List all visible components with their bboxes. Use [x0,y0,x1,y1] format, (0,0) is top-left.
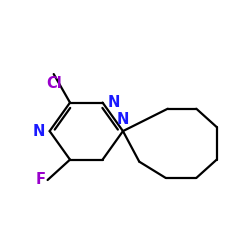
Text: N: N [117,112,129,127]
Text: Cl: Cl [46,76,62,91]
Text: N: N [108,95,120,110]
Text: F: F [36,172,46,188]
Text: N: N [32,124,44,138]
